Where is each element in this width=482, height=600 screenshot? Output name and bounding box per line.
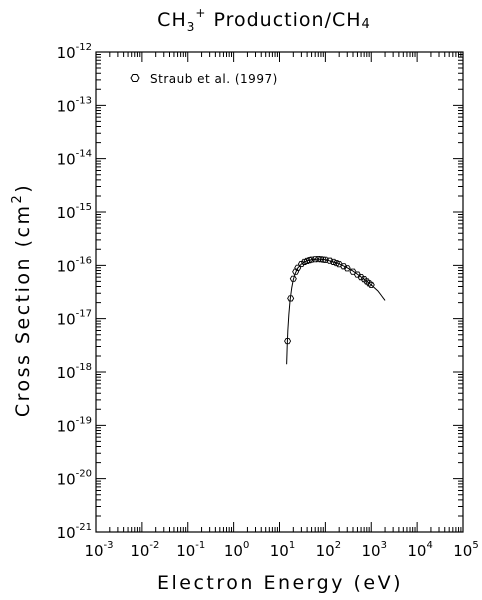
data-point-straub bbox=[343, 265, 351, 272]
data-point-straub bbox=[303, 257, 311, 264]
x-tick-label: 103 bbox=[362, 540, 387, 560]
x-tick-label: 100 bbox=[224, 540, 249, 560]
legend-label: Straub et al. (1997) bbox=[150, 72, 278, 86]
series-line-fit bbox=[286, 258, 386, 365]
x-tick-label: 10-3 bbox=[84, 540, 113, 560]
data-point-straub bbox=[365, 280, 373, 287]
x-tick-label: 10-2 bbox=[130, 540, 159, 560]
data-point-straub bbox=[357, 274, 365, 281]
data-point-straub bbox=[333, 260, 341, 267]
y-tick-label: 10-17 bbox=[57, 309, 92, 329]
data-point-straub bbox=[305, 257, 313, 264]
data-point-straub bbox=[367, 281, 375, 288]
plot-frame bbox=[95, 51, 464, 533]
data-point-straub bbox=[300, 258, 308, 265]
data-point-straub bbox=[353, 271, 361, 278]
y-axis-ticks bbox=[96, 51, 463, 533]
data-point-straub bbox=[284, 338, 292, 345]
data-point-straub bbox=[321, 256, 329, 263]
y-axis-label: Cross Section (cm2) bbox=[10, 183, 34, 417]
data-point-straub bbox=[329, 258, 337, 265]
y-tick-label: 10-20 bbox=[57, 469, 92, 489]
data-point-straub bbox=[287, 295, 295, 302]
data-point-straub bbox=[340, 263, 348, 270]
legend: Straub et al. (1997) bbox=[130, 72, 278, 86]
y-tick-label: 10-16 bbox=[57, 255, 92, 275]
x-tick-label: 102 bbox=[316, 540, 341, 560]
y-tick-label: 10-19 bbox=[57, 415, 92, 435]
x-tick-label: 101 bbox=[270, 540, 295, 560]
data-point-straub bbox=[292, 268, 300, 275]
x-tick-label: 105 bbox=[453, 540, 478, 560]
data-point-straub bbox=[289, 275, 297, 282]
y-tick-label: 10-12 bbox=[57, 42, 92, 62]
y-tick-label: 10-14 bbox=[57, 149, 92, 169]
data-point-straub bbox=[297, 260, 305, 268]
y-tick-label: 10-15 bbox=[57, 202, 92, 222]
x-tick-label: 104 bbox=[407, 540, 432, 560]
y-tick-label: 10-13 bbox=[57, 95, 92, 115]
data-point-straub bbox=[360, 276, 368, 283]
chart-title: CH3+ Production/CH4 bbox=[157, 6, 371, 34]
y-tick-label: 10-18 bbox=[57, 362, 92, 382]
y-tick-label: 10-21 bbox=[57, 522, 92, 542]
x-axis-ticks bbox=[95, 52, 464, 532]
x-axis-label: Electron Energy (eV) bbox=[157, 572, 403, 594]
x-tick-label: 10-1 bbox=[176, 540, 205, 560]
legend-marker-hexagon bbox=[130, 74, 140, 82]
